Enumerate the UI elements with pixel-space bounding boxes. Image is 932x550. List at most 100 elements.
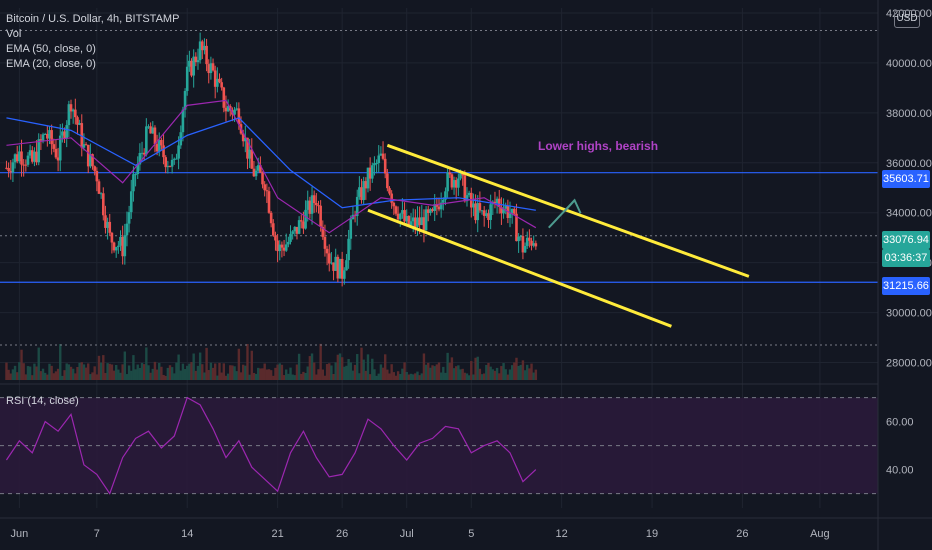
candle-body — [355, 196, 359, 217]
volume-bar — [500, 366, 503, 380]
volume-bar — [209, 362, 213, 380]
volume-bar — [513, 362, 516, 380]
volume-bar — [343, 366, 346, 380]
volume-bar — [461, 368, 464, 380]
candle-body — [104, 215, 107, 228]
candle-body — [293, 226, 297, 232]
candle-body — [211, 63, 215, 71]
candle-body — [321, 226, 325, 237]
volume-bar — [332, 373, 335, 380]
candle-body — [168, 165, 172, 167]
volume-bar — [254, 373, 258, 380]
volume-bar — [24, 374, 28, 380]
symbol-title[interactable]: Bitcoin / U.S. Dollar, 4h, BITSTAMP — [6, 13, 180, 25]
candle-body — [452, 180, 456, 188]
volume-bar — [416, 371, 419, 380]
candle-body — [56, 157, 60, 161]
candle-body — [263, 184, 266, 191]
candle-body — [358, 187, 361, 197]
volume-bar — [235, 371, 238, 380]
volume-bar — [74, 373, 77, 380]
candle-body — [465, 195, 469, 202]
volume-bar — [465, 373, 469, 380]
volume-bar — [409, 373, 413, 380]
candle-body — [429, 209, 432, 213]
ema20-indicator-label[interactable]: EMA (20, close, 0) — [6, 58, 96, 70]
candle-body — [375, 163, 378, 165]
candle-body — [386, 173, 389, 189]
channel-lower-line[interactable] — [367, 208, 672, 328]
candle-body — [444, 191, 447, 200]
volume-bar — [463, 372, 467, 380]
volume-bar — [302, 371, 305, 380]
candle-body — [35, 151, 38, 163]
volume-bar — [117, 369, 120, 380]
volume-indicator-label[interactable]: Vol — [6, 28, 22, 40]
candle-body — [136, 164, 140, 175]
candle-body — [166, 165, 170, 168]
volume-bar — [392, 372, 396, 380]
candle-body — [519, 236, 523, 238]
candle-body — [241, 133, 245, 142]
candle-body — [289, 233, 292, 242]
candle-body — [379, 153, 383, 156]
volume-bar — [455, 366, 458, 380]
candle-body — [442, 199, 445, 203]
candle-body — [54, 148, 58, 158]
volume-bar — [379, 364, 383, 380]
volume-bar — [216, 375, 219, 380]
rsi-indicator-label[interactable]: RSI (14, close) — [6, 395, 79, 407]
channel-upper-line[interactable] — [386, 143, 750, 278]
price-tick-label: 38000.00 — [886, 108, 932, 120]
candle-body — [46, 133, 49, 139]
volume-bar — [308, 356, 312, 380]
candle-body — [110, 232, 114, 243]
candle-body — [398, 213, 402, 220]
candle-body — [41, 134, 45, 141]
volume-bar — [69, 366, 73, 380]
volume-bar — [11, 369, 15, 380]
time-tick-label: Aug — [810, 528, 830, 540]
candle-body — [521, 236, 525, 253]
candle-body — [192, 56, 195, 76]
candle-body — [86, 144, 90, 167]
volume-bar — [334, 362, 337, 380]
volume-bar — [403, 362, 406, 380]
volume-bar — [239, 372, 243, 380]
volume-bar — [237, 348, 241, 380]
candle-body — [340, 258, 344, 279]
candle-body — [450, 174, 454, 188]
candle-body — [392, 202, 396, 207]
candle-body — [299, 220, 303, 222]
volume-bar — [177, 354, 180, 380]
volume-bar — [282, 375, 286, 380]
candle-body — [396, 213, 400, 220]
candle-body — [274, 235, 277, 241]
volume-bar — [272, 375, 275, 380]
volume-bar — [328, 363, 331, 380]
currency-button[interactable]: USD — [894, 10, 920, 28]
candle-body — [151, 127, 155, 134]
ema50-indicator-label[interactable]: EMA (50, close, 0) — [6, 43, 96, 55]
volume-bar — [401, 368, 404, 380]
volume-bar — [226, 373, 230, 380]
volume-bar — [246, 343, 249, 380]
candle-body — [525, 237, 529, 246]
candle-body — [7, 168, 10, 172]
candle-body — [271, 223, 275, 236]
volume-bar — [373, 369, 376, 380]
volume-bar — [7, 369, 10, 380]
volume-bar — [91, 372, 94, 380]
volume-bar — [153, 361, 157, 380]
candle-body — [332, 262, 335, 271]
annotation-lower-highs[interactable]: Lower highs, bearish — [538, 139, 659, 153]
candle-body — [349, 219, 353, 239]
volume-bar — [222, 363, 226, 380]
time-tick-label: Jun — [10, 528, 28, 540]
volume-bar — [336, 354, 340, 380]
volume-bar — [420, 373, 423, 380]
volume-bar — [46, 374, 49, 380]
candle-body — [304, 209, 307, 229]
candle-body — [478, 203, 482, 211]
